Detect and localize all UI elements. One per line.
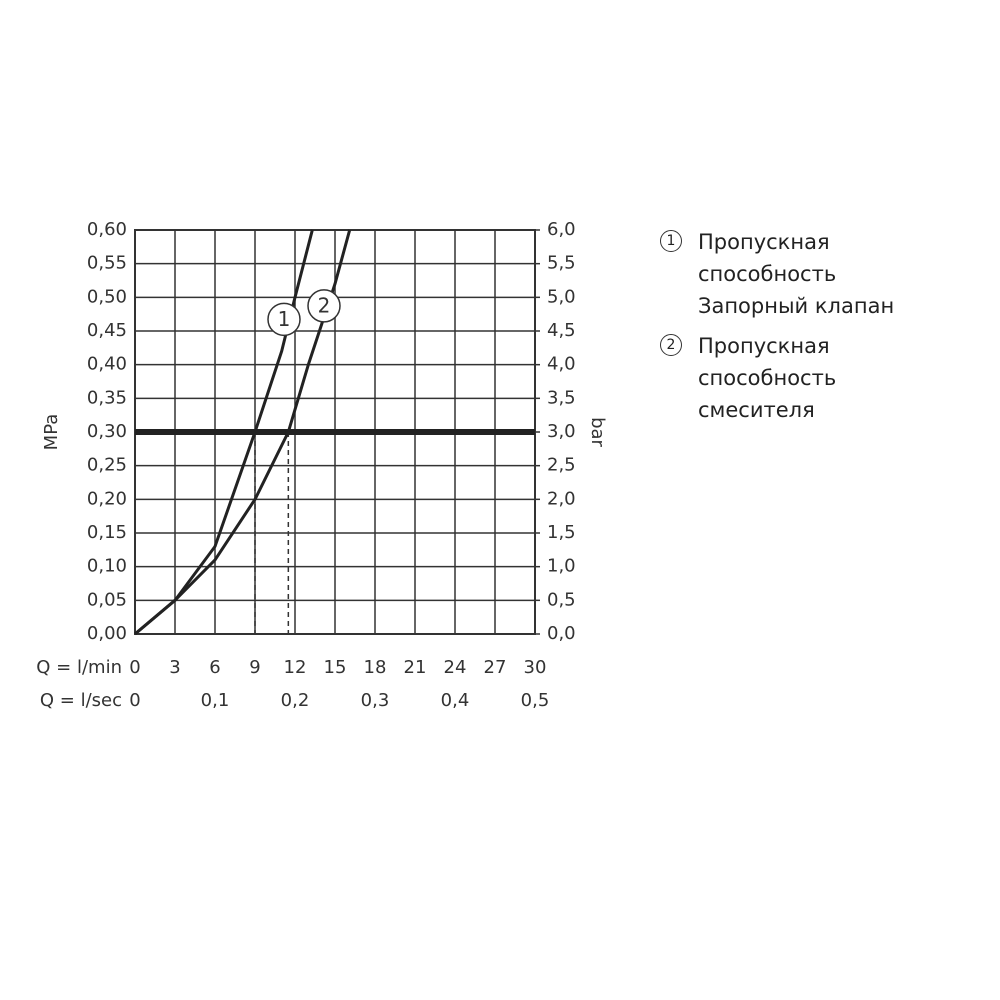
x2-tick-label: 0,1 [201, 690, 230, 711]
x-tick-label: 3 [169, 657, 180, 678]
legend-text: Пропускная способность смесителя [698, 334, 837, 422]
y-tick-label: 0,45 [87, 320, 127, 341]
y2-tick-label: 2,0 [547, 488, 576, 509]
x2-tick-label: 0,5 [521, 690, 550, 711]
y2-tick-label: 1,5 [547, 522, 576, 543]
y2-axis-label: bar [587, 417, 608, 447]
x-tick-label: 21 [404, 657, 427, 678]
legend-item: 2 Пропускная способность смесителя [660, 330, 900, 426]
y-tick-label: 0,35 [87, 387, 127, 408]
y2-tick-label: 0,5 [547, 589, 576, 610]
y2-tick-label: 1,0 [547, 556, 576, 577]
x-tick-label: 6 [209, 657, 220, 678]
y-tick-label: 0,10 [87, 556, 127, 577]
y2-tick-label: 4,0 [547, 354, 576, 375]
x-tick-label: 15 [324, 657, 347, 678]
x-tick-label: 9 [249, 657, 260, 678]
legend-item: 1 Пропускная способность Запорный клапан [660, 226, 900, 322]
x2-tick-label: 0,2 [281, 690, 310, 711]
x2-tick-label: 0,3 [361, 690, 390, 711]
y-tick-label: 0,00 [87, 623, 127, 644]
x2-axis-label: Q = l/sec [40, 690, 122, 711]
y-tick-label: 0,60 [87, 219, 127, 240]
y-axis-label: MPa [41, 414, 62, 451]
series-label: 2 [318, 293, 331, 317]
y-tick-label: 0,15 [87, 522, 127, 543]
x-tick-label: 27 [484, 657, 507, 678]
y-tick-label: 0,50 [87, 286, 127, 307]
y2-tick-label: 5,0 [547, 286, 576, 307]
y-tick-label: 0,20 [87, 488, 127, 509]
legend-text: Пропускная способность Запорный клапан [698, 230, 895, 318]
y2-tick-label: 0,0 [547, 623, 576, 644]
x-tick-label: 18 [364, 657, 387, 678]
series-label: 1 [278, 307, 291, 331]
series-label-circle [267, 302, 301, 337]
y2-tick-label: 4,5 [547, 320, 576, 341]
y-tick-label: 0,55 [87, 253, 127, 274]
y-tick-label: 0,30 [87, 421, 127, 442]
y-tick-label: 0,25 [87, 455, 127, 476]
y2-tick-label: 3,0 [547, 421, 576, 442]
y2-tick-label: 5,5 [547, 253, 576, 274]
y-tick-label: 0,05 [87, 589, 127, 610]
x2-tick-label: 0,4 [441, 690, 470, 711]
x-tick-label: 12 [284, 657, 307, 678]
series-label-circle [307, 289, 341, 323]
legend-symbol: 2 [660, 334, 682, 356]
x-axis-label: Q = l/min [36, 657, 122, 678]
y-tick-label: 0,40 [87, 354, 127, 375]
legend-symbol: 1 [660, 230, 682, 252]
x-tick-label: 30 [524, 657, 547, 678]
y2-tick-label: 3,5 [547, 387, 576, 408]
x-tick-label: 24 [444, 657, 467, 678]
y2-tick-label: 2,5 [547, 455, 576, 476]
y2-tick-label: 6,0 [547, 219, 576, 240]
x-tick-label: 0 [129, 657, 140, 678]
x2-tick-label: 0 [129, 690, 140, 711]
